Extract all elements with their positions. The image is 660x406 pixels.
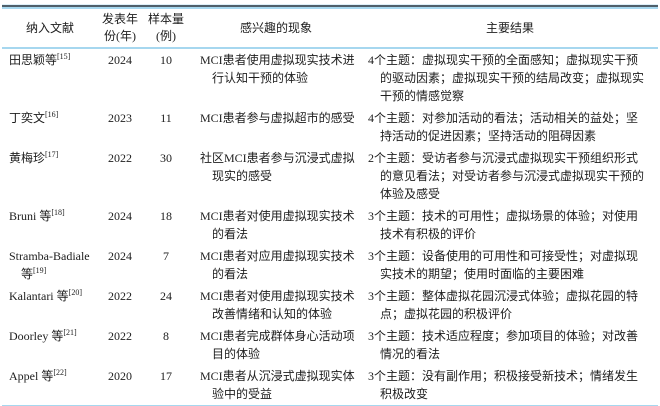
reference-superscript: [22] [53,368,67,377]
reference-superscript: [18] [51,208,65,217]
phenomenon-of-interest-cell: MCI患者对使用虚拟现实技术的看法 [200,209,355,241]
publication-year-cell: 2024 [108,249,132,263]
table-row: Appel 等[22] 2020 17 MCI患者从沉浸式虚拟现实体验中的受益 … [2,365,658,406]
publication-year-cell: 2022 [108,289,132,303]
column-header-publication-year: 发表年份(年) [98,9,142,49]
included-studies-table: 纳入文献 发表年份(年) 样本量(例) 感兴趣的现象 主要结果 田思颖等[15]… [2,9,658,406]
author-name: 黄梅珍 [9,151,46,165]
main-results-cell: 4个主题：对参加活动的看法；活动相关的益处；坚持活动的促进因素；坚持活动的阻碍因… [368,111,639,143]
table-row: 黄梅珍[17] 2022 30 社区MCI患者参与沉浸式虚拟现实的感受 2个主题… [2,147,658,205]
sample-size-cell: 18 [160,209,172,223]
included-study-cell: 田思颖等[15] [2,48,98,107]
reference-superscript: [16] [45,110,59,119]
header-row: 纳入文献 发表年份(年) 样本量(例) 感兴趣的现象 主要结果 [2,9,658,49]
main-results-cell: 3个主题：技术适应程度；参加项目的体验；对改善情况的看法 [368,329,639,361]
phenomenon-of-interest-cell: MCI患者参与虚拟超市的感受 [200,111,355,125]
table-body: 田思颖等[15] 2024 10 MCI患者使用虚拟现实技术进行认知干预的体验 … [2,48,658,406]
reference-superscript: [15] [57,52,71,61]
main-results-cell: 2个主题：受访者参与沉浸式虚拟现实干预组织形式的意见看法；对受访者参与沉浸式虚拟… [368,151,645,201]
author-name: Stramba-Badiale 等 [9,249,90,281]
main-results-cell: 3个主题：整体虚拟花园沉浸式体验；虚拟花园的特点；虚拟花园的积极评价 [368,289,639,321]
table-row: Bruni 等[18] 2024 18 MCI患者对使用虚拟现实技术的看法 3个… [2,205,658,245]
column-header-sample-size: 样本量(例) [142,9,190,49]
publication-year-cell: 2020 [108,369,132,383]
author-name: 田思颖等 [9,53,58,67]
sample-size-cell: 24 [160,289,172,303]
column-header-phenomenon-of-interest: 感兴趣的现象 [190,9,362,49]
included-study-cell: Bruni 等[18] [2,205,98,245]
main-results-cell: 3个主题：没有副作用；积极接受新技术；情绪发生积极改变 [368,369,639,401]
sample-size-cell: 17 [160,369,172,383]
author-name: Kalantari 等 [9,289,69,303]
sample-size-cell: 7 [163,249,169,263]
table-row: 丁奕文[16] 2023 11 MCI患者参与虚拟超市的感受 4个主题：对参加活… [2,107,658,147]
table-row: 田思颖等[15] 2024 10 MCI患者使用虚拟现实技术进行认知干预的体验 … [2,48,658,107]
sample-size-cell: 30 [160,151,172,165]
publication-year-cell: 2022 [108,329,132,343]
included-study-cell: Doorley 等[21] [2,325,98,365]
included-study-cell: 丁奕文[16] [2,107,98,147]
publication-year-cell: 2024 [108,53,132,67]
main-results-cell: 3个主题：技术的可用性；虚拟场景的体验；对使用技术有积极的评价 [368,209,639,241]
sample-size-cell: 10 [160,53,172,67]
publication-year-cell: 2023 [108,111,132,125]
main-results-cell: 3个主题：设备使用的可用性和可接受性；对虚拟现实技术的期望；使用时面临的主要困难 [368,249,639,281]
reference-superscript: [19] [33,266,47,275]
table-row: Doorley 等[21] 2022 8 MCI患者完成群体身心活动项目的体验 … [2,325,658,365]
included-study-cell: Appel 等[22] [2,365,98,406]
author-name: Bruni 等 [9,209,52,223]
main-results-cell: 4个主题：虚拟现实干预的全面感知；虚拟现实干预的驱动因素；虚拟现实干预的结局改变… [368,53,645,103]
phenomenon-of-interest-cell: MCI患者完成群体身心活动项目的体验 [200,329,355,361]
included-study-cell: Kalantari 等[20] [2,285,98,325]
author-name: Doorley 等 [9,329,64,343]
phenomenon-of-interest-cell: MCI患者使用虚拟现实技术进行认知干预的体验 [200,53,355,85]
table-header: 纳入文献 发表年份(年) 样本量(例) 感兴趣的现象 主要结果 [2,9,658,49]
table-top-rule [2,4,658,9]
author-name: 丁奕文 [9,111,46,125]
phenomenon-of-interest-cell: 社区MCI患者参与沉浸式虚拟现实的感受 [200,151,355,183]
reference-superscript: [21] [63,328,77,337]
table-row: Stramba-Badiale 等[19] 2024 7 MCI患者对应用虚拟现… [2,245,658,285]
sample-size-cell: 8 [163,329,169,343]
publication-year-cell: 2024 [108,209,132,223]
included-study-cell: Stramba-Badiale 等[19] [2,245,98,285]
author-name: Appel 等 [9,369,54,383]
column-header-main-results: 主要结果 [362,9,658,49]
phenomenon-of-interest-cell: MCI患者对使用虚拟现实技术改善情绪和认知的体验 [200,289,355,321]
included-study-cell: 黄梅珍[17] [2,147,98,205]
phenomenon-of-interest-cell: MCI患者对应用虚拟现实技术的看法 [200,249,355,281]
phenomenon-of-interest-cell: MCI患者从沉浸式虚拟现实体验中的受益 [200,369,355,401]
reference-superscript: [20] [68,288,82,297]
table-row: Kalantari 等[20] 2022 24 MCI患者对使用虚拟现实技术改善… [2,285,658,325]
reference-superscript: [17] [45,150,59,159]
column-header-included-literature: 纳入文献 [2,9,98,49]
publication-year-cell: 2022 [108,151,132,165]
sample-size-cell: 11 [160,111,172,125]
